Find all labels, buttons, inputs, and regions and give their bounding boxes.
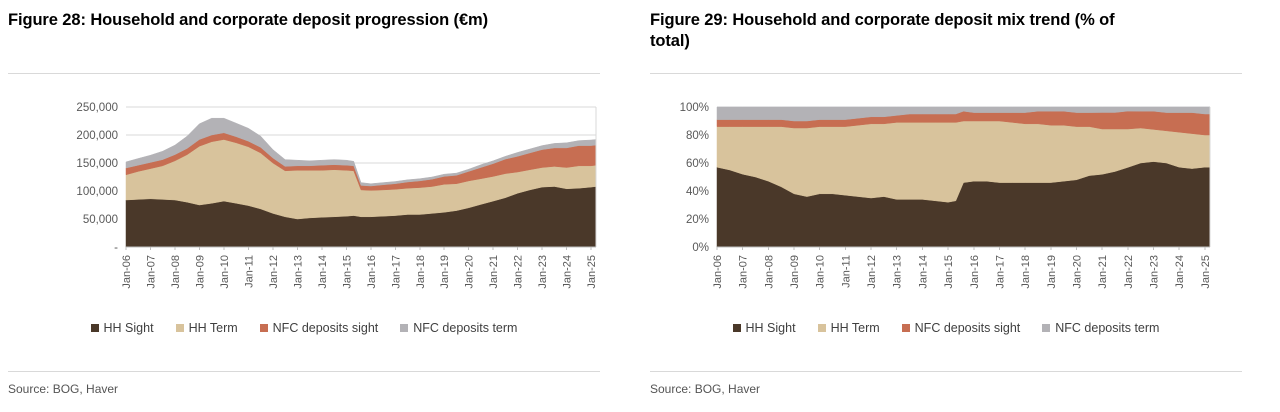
svg-text:Jan-13: Jan-13	[292, 255, 304, 289]
deposit-progression-chart: 250,000 200,000 150,000 100,000 50,000- Jan-0…	[8, 95, 600, 321]
svg-text:0%: 0%	[692, 242, 709, 254]
figure-29-source-note: Source: BOG, Haver	[650, 382, 761, 396]
legend-item: NFC deposits sight	[901, 321, 1021, 335]
legend-item: NFC deposits sight	[259, 321, 379, 335]
svg-text:Jan-16: Jan-16	[969, 255, 981, 289]
svg-text:Jan-20: Jan-20	[464, 255, 476, 289]
svg-text:200,000: 200,000	[76, 130, 118, 142]
figure-29-legend: HH Sight HH Term NFC deposits sight NFC dep…	[650, 321, 1242, 335]
svg-text:60%: 60%	[686, 158, 709, 170]
legend-swatch-nfc-deposits-sight	[901, 324, 910, 332]
svg-text:Jan-17: Jan-17	[994, 255, 1006, 289]
svg-text:Jan-21: Jan-21	[1097, 255, 1109, 289]
figure-29-title: Figure 29: Household and corporate depos…	[650, 11, 1115, 50]
svg-text:Jan-15: Jan-15	[943, 255, 955, 289]
svg-text:Jan-08: Jan-08	[763, 255, 775, 289]
svg-text:Jan-25: Jan-25	[1200, 255, 1212, 289]
legend-swatch-nfc-deposits-term	[400, 324, 409, 332]
svg-text:Jan-18: Jan-18	[1020, 255, 1032, 289]
svg-text:Jan-14: Jan-14	[917, 255, 929, 289]
svg-text:250,000: 250,000	[76, 102, 118, 114]
svg-text:Jan-21: Jan-21	[488, 255, 500, 289]
svg-text:Jan-17: Jan-17	[390, 255, 402, 289]
svg-text:Jan-07: Jan-07	[738, 255, 750, 289]
svg-text:150,000: 150,000	[76, 158, 118, 170]
svg-text:Jan-25: Jan-25	[586, 255, 598, 289]
svg-text:Jan-07: Jan-07	[145, 255, 157, 289]
legend-item: HH Sight	[90, 321, 154, 335]
svg-text:Jan-12: Jan-12	[866, 255, 878, 289]
legend-swatch-nfc-deposits-sight	[259, 324, 268, 332]
figure-29-panel: Figure 29: Household and corporate depos…	[650, 0, 1242, 412]
legend-item: HH Term	[175, 321, 238, 335]
deposit-mix-chart-svg: 100% 80% 60% 40% 20% 0%Jan-06 Jan-07 Jan-08 Jan-…	[680, 102, 1212, 289]
legend-swatch-hh-sight	[732, 324, 741, 332]
figure-29-source-divider	[650, 371, 1242, 372]
legend-label: NFC deposits term	[1055, 321, 1160, 335]
svg-text:80%: 80%	[686, 130, 709, 142]
svg-text:40%: 40%	[686, 186, 709, 198]
figure-28-panel: Figure 28: Household and corporate depos…	[8, 0, 600, 412]
svg-text:100,000: 100,000	[76, 186, 118, 198]
svg-text:Jan-06: Jan-06	[121, 255, 133, 289]
legend-item: HH Sight	[732, 321, 796, 335]
legend-label: HH Sight	[745, 321, 796, 335]
figure-28-title-divider	[8, 73, 600, 74]
figure-29-title-divider	[650, 73, 1242, 74]
legend-label: NFC deposits sight	[272, 321, 379, 335]
legend-swatch-hh-term	[817, 324, 826, 332]
svg-text:Jan-11: Jan-11	[243, 255, 255, 288]
svg-text:-: -	[114, 242, 118, 254]
svg-text:Jan-09: Jan-09	[789, 255, 801, 289]
svg-text:Jan-10: Jan-10	[219, 255, 231, 289]
svg-text:Jan-14: Jan-14	[317, 255, 329, 289]
svg-text:Jan-22: Jan-22	[1123, 255, 1135, 289]
legend-item: HH Term	[817, 321, 880, 335]
svg-text:Jan-11: Jan-11	[840, 255, 852, 288]
deposit-progression-chart-svg: 250,000200,000150,000100,00050,000-Jan-0…	[76, 102, 598, 289]
deposit-mix-chart: 100% 80% 60% 40% 20% 0% Jan-06 Jan-07 Jan-08 Jan-…	[650, 95, 1242, 321]
svg-text:100%: 100%	[680, 102, 709, 114]
legend-item: NFC deposits term	[400, 321, 517, 335]
legend-swatch-hh-term	[175, 324, 184, 332]
svg-text:Jan-24: Jan-24	[562, 255, 574, 289]
svg-text:Jan-09: Jan-09	[194, 255, 206, 289]
legend-label: HH Term	[830, 321, 880, 335]
svg-text:Jan-20: Jan-20	[1071, 255, 1083, 289]
figure-28-source-note: Source: BOG, Haver	[8, 382, 119, 396]
figure-28-source-divider	[8, 371, 600, 372]
legend-swatch-nfc-deposits-term	[1042, 324, 1051, 332]
svg-text:Jan-18: Jan-18	[415, 255, 427, 289]
svg-text:Jan-23: Jan-23	[1149, 255, 1161, 289]
svg-text:Jan-24: Jan-24	[1174, 255, 1186, 289]
svg-text:Jan-19: Jan-19	[439, 255, 451, 289]
svg-text:Jan-08: Jan-08	[170, 255, 182, 289]
svg-text:Jan-23: Jan-23	[537, 255, 549, 289]
figure-28-legend: HH Sight HH Term NFC deposits sight NFC dep…	[8, 321, 600, 335]
svg-text:Jan-19: Jan-19	[1046, 255, 1058, 289]
svg-text:20%: 20%	[686, 214, 709, 226]
legend-label: HH Term	[188, 321, 238, 335]
svg-text:Jan-22: Jan-22	[513, 255, 525, 289]
svg-text:50,000: 50,000	[83, 214, 118, 226]
svg-text:Jan-13: Jan-13	[892, 255, 904, 289]
svg-text:Jan-10: Jan-10	[815, 255, 827, 289]
svg-text:Jan-16: Jan-16	[366, 255, 378, 289]
legend-label: HH Sight	[103, 321, 154, 335]
legend-label: NFC deposits sight	[914, 321, 1021, 335]
legend-item: NFC deposits term	[1042, 321, 1159, 335]
svg-text:Jan-15: Jan-15	[341, 255, 353, 289]
legend-swatch-hh-sight	[90, 324, 99, 332]
legend-label: NFC deposits term	[413, 321, 518, 335]
svg-text:Jan-12: Jan-12	[268, 255, 280, 289]
figure-28-title: Figure 28: Household and corporate depos…	[8, 11, 488, 29]
svg-text:Jan-06: Jan-06	[712, 255, 724, 289]
